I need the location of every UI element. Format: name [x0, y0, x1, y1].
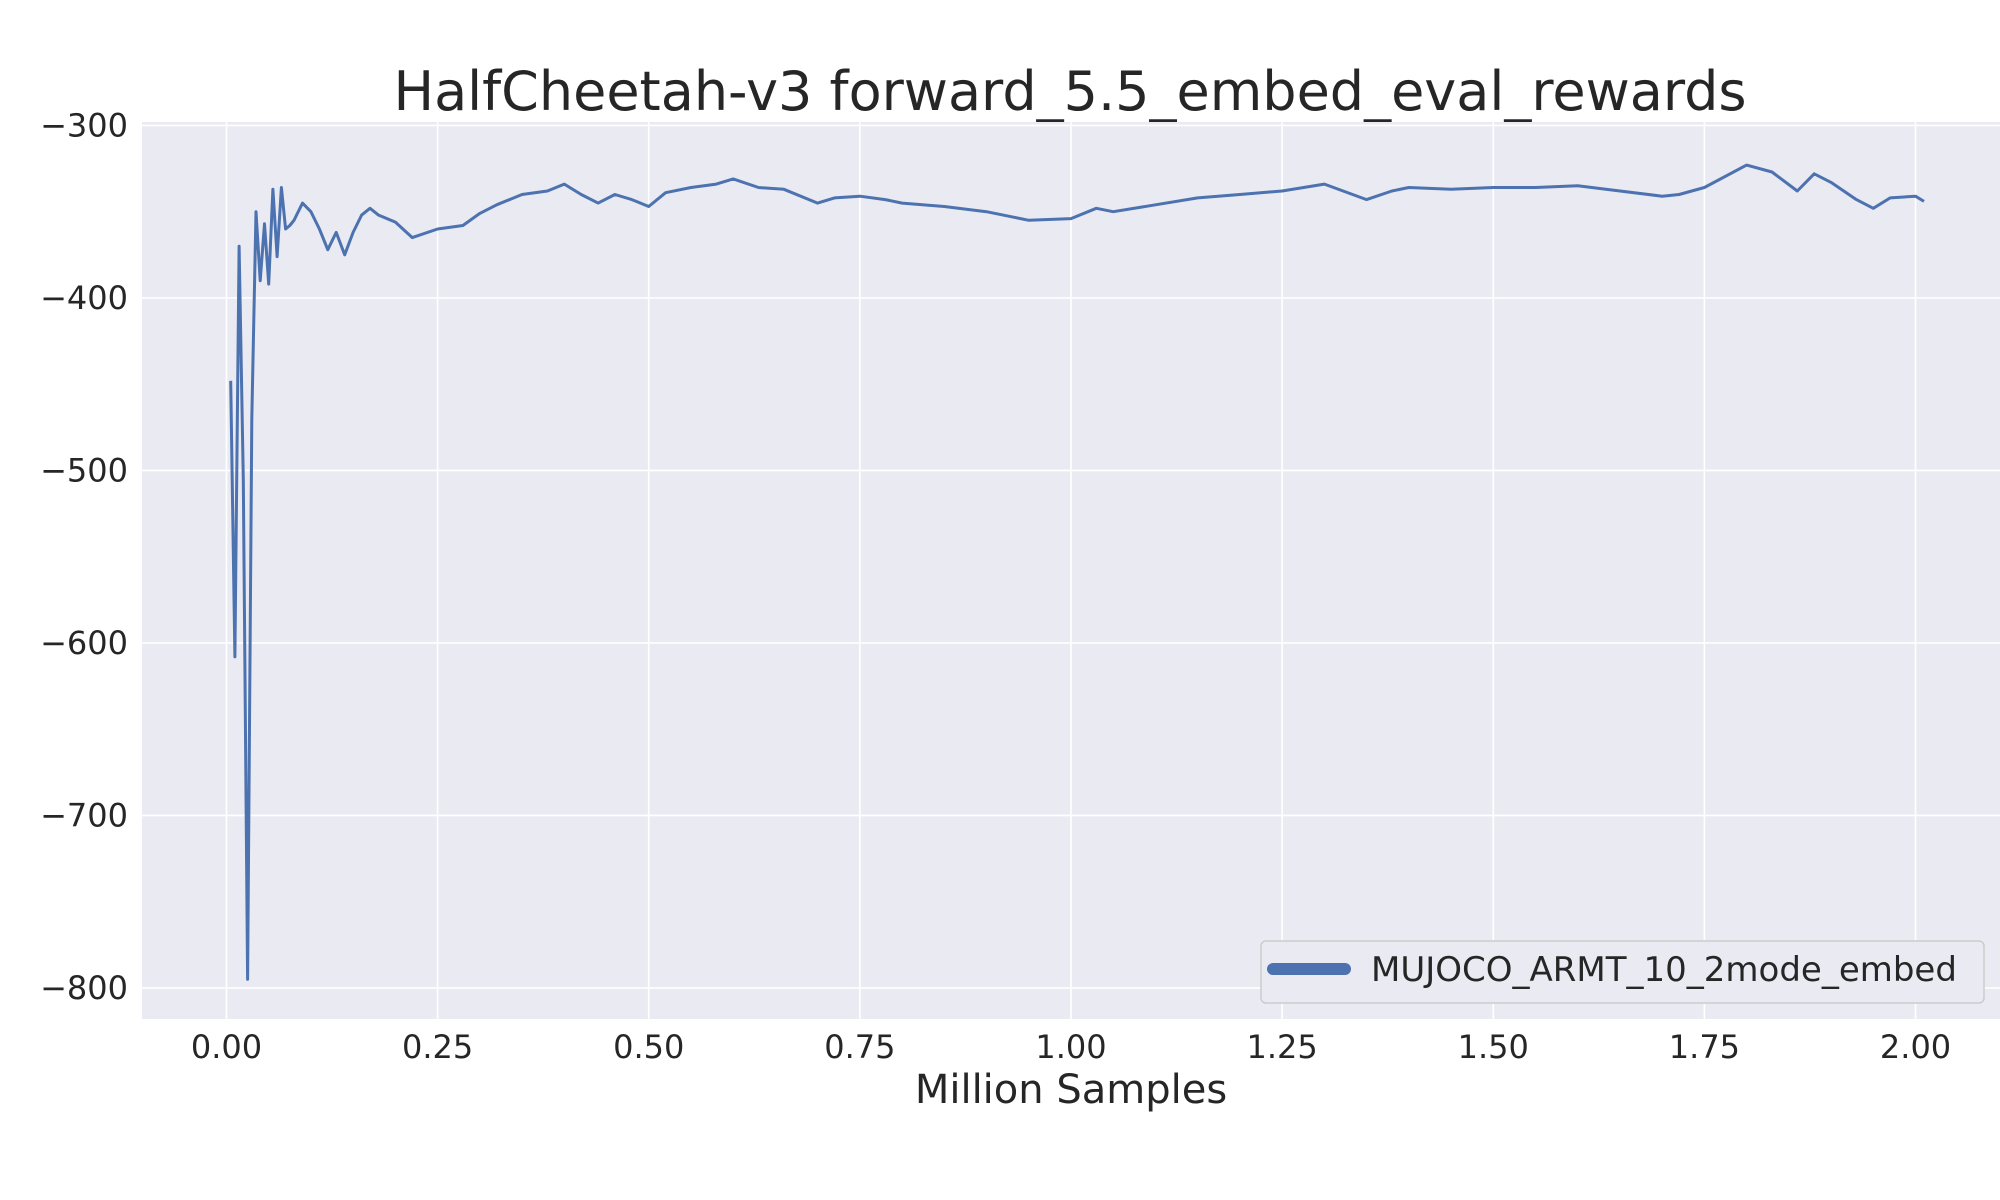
- x-tick-label: 1.25: [1247, 1028, 1318, 1066]
- y-tick-label: −600: [40, 624, 128, 662]
- y-tick-label: −400: [40, 279, 128, 317]
- x-tick-label: 0.75: [824, 1028, 895, 1066]
- x-tick-label: 0.00: [191, 1028, 262, 1066]
- series-layer: [229, 163, 1925, 981]
- y-tick-labels: −300 −400 −500 −600 −700 −800: [40, 106, 128, 1007]
- x-tick-label: 1.75: [1669, 1028, 1740, 1066]
- chart-title: HalfCheetah-v3 forward_5.5_embed_eval_re…: [393, 60, 1746, 123]
- series-line: [229, 163, 1925, 981]
- vertical-gridlines: [225, 122, 1917, 1019]
- legend-label: MUJOCO_ARMT_10_2mode_embed: [1371, 950, 1957, 990]
- x-axis-label: Million Samples: [915, 1067, 1227, 1113]
- x-tick-label: 1.50: [1458, 1028, 1529, 1066]
- x-tick-labels: 0.00 0.25 0.50 0.75 1.00 1.25 1.50 1.75 2.00: [191, 1028, 1951, 1066]
- legend-box: [1260, 940, 1985, 1004]
- x-tick-label: 0.25: [402, 1028, 473, 1066]
- x-tick-label: 0.50: [613, 1028, 684, 1066]
- y-tick-label: −300: [40, 106, 128, 144]
- legend: MUJOCO_ARMT_10_2mode_embed: [1260, 940, 1985, 1004]
- horizontal-gridlines: [142, 124, 2000, 989]
- y-tick-label: −500: [40, 451, 128, 489]
- x-tick-label: 2.00: [1880, 1028, 1951, 1066]
- y-tick-label: −700: [40, 796, 128, 834]
- y-tick-label: −800: [40, 969, 128, 1007]
- x-tick-label: 1.00: [1035, 1028, 1106, 1066]
